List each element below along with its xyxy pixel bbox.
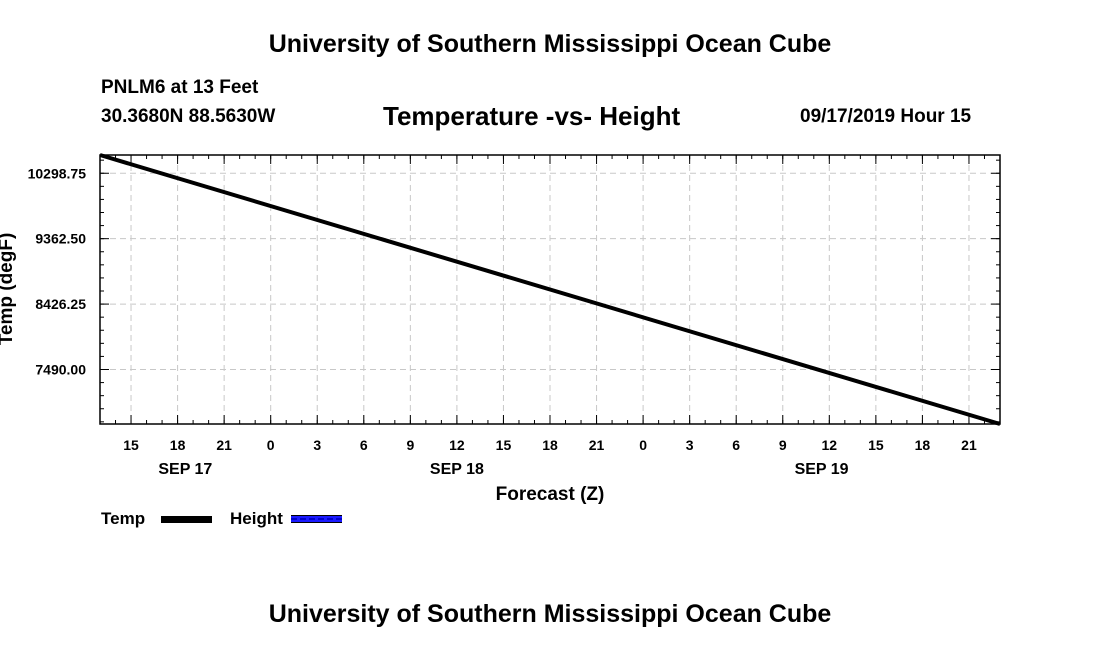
x-tick-label: 6 — [732, 437, 740, 453]
x-tick-label: 3 — [686, 437, 694, 453]
temp-series-line — [99, 153, 1001, 426]
x-axis-label: Forecast (Z) — [496, 484, 605, 505]
org-title-bottom: University of Southern Mississippi Ocean… — [268, 600, 832, 628]
y-tick-label: 8426.25 — [35, 296, 86, 312]
x-date-label: SEP 19 — [795, 461, 849, 478]
x-tick-label: 18 — [915, 437, 931, 453]
x-tick-label: 15 — [123, 437, 139, 453]
legend-temp-swatch — [161, 516, 212, 523]
legend-height-swatch — [291, 515, 342, 523]
x-tick-label: 21 — [589, 437, 605, 453]
x-tick-label: 21 — [216, 437, 232, 453]
forecast-datetime: 09/17/2019 Hour 15 — [800, 106, 972, 127]
series — [99, 153, 1001, 426]
y-axis-label: Temp (degF) — [0, 233, 17, 346]
station-label: PNLM6 at 13 Feet — [101, 77, 259, 98]
x-tick-label: 18 — [542, 437, 558, 453]
x-tick-label: 15 — [868, 437, 884, 453]
x-tick-label: 6 — [360, 437, 368, 453]
x-tick-label: 15 — [496, 437, 512, 453]
legend-height-label: Height — [230, 509, 283, 528]
x-tick-label: 9 — [779, 437, 787, 453]
x-tick-label: 12 — [449, 437, 465, 453]
x-tick-label: 3 — [313, 437, 321, 453]
x-tick-label: 9 — [406, 437, 414, 453]
x-date-label: SEP 17 — [158, 461, 212, 478]
legend-temp-label: Temp — [101, 509, 146, 528]
x-date-label: SEP 18 — [430, 461, 484, 478]
y-tick-label: 7490.00 — [35, 362, 86, 378]
y-tick-label: 9362.50 — [35, 231, 86, 247]
y-tick-label: 10298.75 — [28, 165, 87, 181]
x-tick-label: 0 — [639, 437, 647, 453]
x-tick-label: 18 — [170, 437, 186, 453]
x-tick-label: 21 — [961, 437, 977, 453]
coordinates-label: 30.3680N 88.5630W — [101, 106, 276, 127]
y-axis: 7490.00 8426.25 9362.50 10298.75 — [28, 159, 1000, 423]
chart-title: Temperature -vs- Height — [383, 101, 681, 131]
org-title-top: University of Southern Mississippi Ocean… — [268, 30, 832, 58]
x-tick-label: 0 — [267, 437, 275, 453]
x-tick-label: 12 — [822, 437, 838, 453]
